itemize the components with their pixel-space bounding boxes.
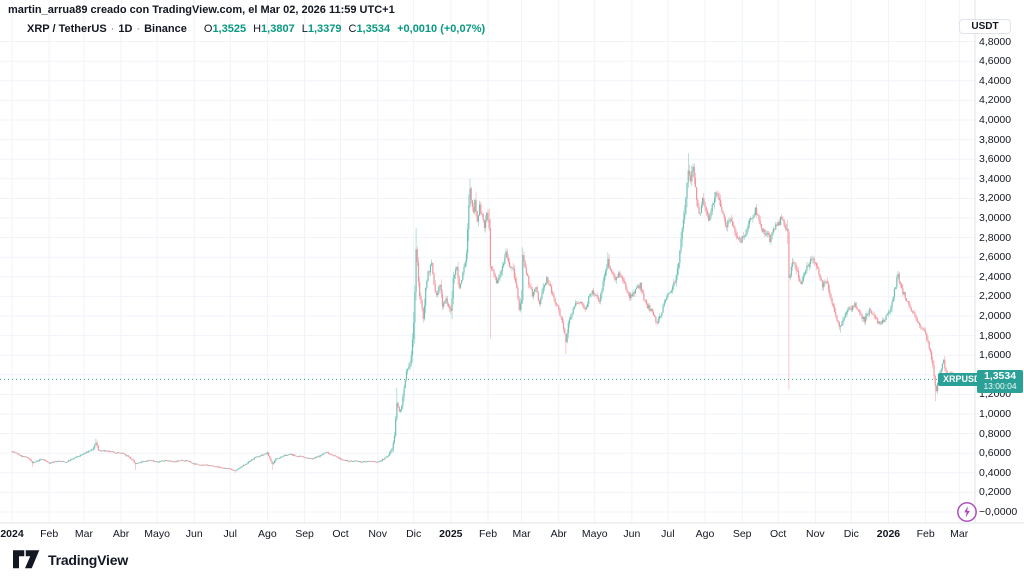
price-tick-label: 1,8000 xyxy=(979,329,1012,342)
interval-label: 1D xyxy=(118,23,133,35)
time-tick-label: 2026 xyxy=(876,528,901,540)
time-tick-label: Ago xyxy=(695,528,715,540)
price-axis[interactable]: 4,8000 4,6000 4,4000 4,2000 4,0000 3,8000 3,60… xyxy=(975,0,1024,523)
price-tick-label: 1,6000 xyxy=(979,349,1012,362)
high-label: H xyxy=(253,23,262,35)
gridlines xyxy=(0,0,975,523)
price-tick-label: 3,2000 xyxy=(979,192,1012,205)
time-tick-label: Feb xyxy=(478,528,498,540)
time-tick-label: Jun xyxy=(623,528,641,540)
time-tick-label: Ago xyxy=(258,528,277,540)
price-tick-label: 2,8000 xyxy=(979,231,1012,244)
price-tick-label: 2,4000 xyxy=(979,270,1012,283)
price-tick-label: 0,8000 xyxy=(979,427,1012,440)
time-tick-label: Abr xyxy=(112,528,130,540)
time-tick-label: Mar xyxy=(950,528,969,540)
last-price-value: 1,3534 xyxy=(983,370,1017,382)
open-label: O xyxy=(203,23,213,35)
down-candles xyxy=(11,163,957,473)
price-tick-label: 3,6000 xyxy=(979,153,1012,166)
time-tick-label: Sep xyxy=(732,528,752,540)
time-tick-label: Mayo xyxy=(581,528,608,540)
time-tick-label: Dic xyxy=(406,528,422,540)
currency-toggle-button[interactable]: USDT xyxy=(959,19,1011,34)
time-tick-label: 2024 xyxy=(0,528,24,540)
time-tick-label: Nov xyxy=(805,528,825,540)
boost-button[interactable] xyxy=(956,501,978,523)
up-candles xyxy=(12,153,962,472)
time-tick-label: Feb xyxy=(40,528,59,540)
legend-separator: · xyxy=(110,23,115,35)
lightning-icon xyxy=(957,502,977,522)
time-tick-label: 2025 xyxy=(439,528,463,540)
price-tick-label: 3,8000 xyxy=(979,133,1012,146)
price-tick-label: 2,2000 xyxy=(979,290,1012,303)
time-axis[interactable]: 2024 Feb Mar Abr Mayo Jun Jul Ago Sep Oct Nov Dic 20… xyxy=(0,523,1024,545)
ohlc-values: O1,3525 H1,3807 L1,3379 C1,3534 +0,0010 (+0,… xyxy=(197,23,485,35)
price-tick-label: 0,2000 xyxy=(979,486,1012,499)
last-price-badge: 1,3534 13:00:04 xyxy=(977,370,1023,393)
price-tick-label: 0,6000 xyxy=(979,447,1012,460)
price-tick-label: 2,0000 xyxy=(979,310,1012,322)
time-tick-label: Jul xyxy=(661,528,675,540)
close-value: 1,3534 xyxy=(356,23,391,35)
price-tick-label: 4,0000 xyxy=(979,114,1012,126)
close-label: C xyxy=(348,23,357,35)
time-tick-label: Sep xyxy=(295,528,314,540)
time-tick-label: Jun xyxy=(185,528,203,540)
chart-legend: XRP / TetherUS · 1D · Binance O1,3525 H1,3807 L… xyxy=(27,23,485,35)
time-tick-label: Mar xyxy=(74,528,93,540)
low-value: 1,3379 xyxy=(307,23,342,35)
tradingview-logo-text: TradingView xyxy=(48,552,129,568)
price-tick-label: 4,2000 xyxy=(979,94,1012,107)
price-tick-label: 4,6000 xyxy=(979,55,1012,68)
time-tick-label: Feb xyxy=(916,528,935,540)
legend-separator: · xyxy=(136,23,141,35)
tradingview-logo-icon xyxy=(13,550,40,569)
tradingview-logo[interactable]: TradingView xyxy=(13,550,128,570)
price-tick-label: 4,8000 xyxy=(979,35,1012,48)
price-tick-label: 1,0000 xyxy=(979,408,1012,420)
time-tick-label: Oct xyxy=(332,528,349,540)
price-tick-label: 3,0000 xyxy=(979,212,1012,224)
change-value: +0,0010 (+0,07%) xyxy=(397,23,486,35)
time-tick-label: Jul xyxy=(223,528,237,540)
time-tick-label: Mayo xyxy=(144,528,170,540)
price-tick-label: 3,4000 xyxy=(979,172,1012,185)
price-tick-label: −0,0000 xyxy=(979,506,1018,518)
bar-countdown: 13:00:04 xyxy=(983,381,1017,391)
price-tick-label: 2,6000 xyxy=(979,251,1012,264)
high-value: 1,3807 xyxy=(261,23,295,35)
time-tick-label: Nov xyxy=(368,528,388,540)
time-tick-label: Oct xyxy=(769,528,787,540)
symbol-title: XRP / TetherUS xyxy=(27,23,107,35)
time-tick-label: Abr xyxy=(550,528,567,540)
time-tick-label: Dic xyxy=(843,528,859,540)
exchange-label: Binance xyxy=(144,23,187,35)
attribution-text: martin_arrua89 creado con TradingView.co… xyxy=(8,4,395,16)
low-label: L xyxy=(301,23,308,35)
price-tick-label: 4,4000 xyxy=(979,74,1012,87)
open-value: 1,3525 xyxy=(212,23,247,35)
time-tick-label: Mar xyxy=(512,528,531,540)
price-tick-label: 0,4000 xyxy=(979,466,1012,479)
